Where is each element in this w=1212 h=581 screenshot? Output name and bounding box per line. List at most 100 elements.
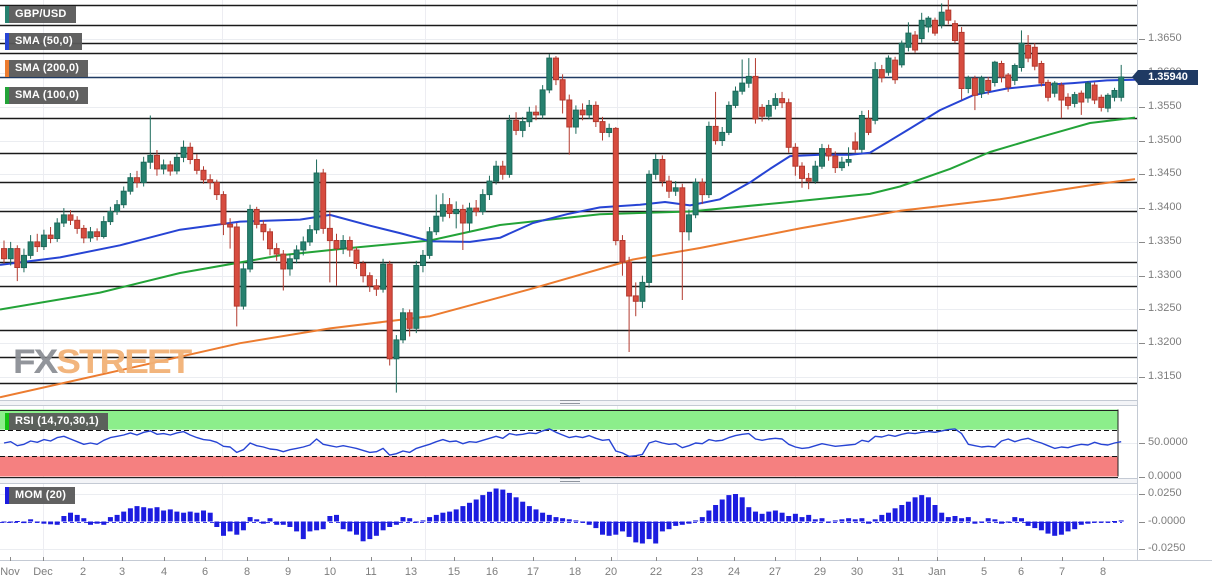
- mom-bar: [646, 521, 652, 540]
- time-axis-tick: [898, 557, 899, 561]
- candle: [1118, 76, 1125, 98]
- candle: [971, 77, 978, 96]
- mom-bar: [919, 495, 925, 522]
- candle: [220, 194, 227, 225]
- mom-bar: [846, 518, 852, 522]
- mom-bar: [653, 521, 659, 544]
- candlestick-pane[interactable]: [0, 0, 1137, 400]
- sma100-chip-label: SMA (100,0): [9, 87, 89, 104]
- mom-bar: [573, 520, 579, 522]
- mom-bar: [254, 519, 260, 522]
- mom-chip[interactable]: MOM (20): [5, 487, 76, 504]
- mom-bar: [1025, 521, 1031, 526]
- candle: [1085, 82, 1091, 99]
- time-axis-label: 8: [1099, 566, 1107, 578]
- rsi-pane[interactable]: [0, 406, 1137, 478]
- mom-bar: [280, 521, 286, 525]
- symbol-chip-color: [5, 6, 9, 23]
- mom-bar: [147, 508, 153, 522]
- candle: [792, 146, 799, 167]
- rsi-chip[interactable]: RSI (14,70,30,1): [5, 413, 108, 430]
- mom-bar: [1019, 518, 1024, 522]
- time-axis-label: 29: [813, 566, 827, 578]
- time-axis-tick: [164, 557, 165, 561]
- mom-bar: [945, 517, 951, 522]
- time-axis[interactable]: Nov Dec 2 3 4 6 8 9 10 11 13 15 16 17 18 20 22 23 24 27 29 30…: [0, 557, 1212, 581]
- mom-bar: [327, 516, 333, 522]
- time-axis-tick: [454, 557, 455, 561]
- candle: [905, 32, 912, 48]
- candle: [326, 227, 333, 242]
- candle: [1098, 96, 1105, 108]
- mom-bar: [34, 521, 40, 523]
- candle: [21, 254, 27, 269]
- candle: [985, 79, 992, 92]
- candle: [267, 231, 273, 250]
- mom-bar: [28, 519, 34, 522]
- mom-bar: [759, 513, 765, 522]
- candle: [932, 19, 938, 34]
- candle: [433, 215, 440, 233]
- candle: [213, 181, 220, 196]
- price-axis-label: 1.3500: [1148, 133, 1182, 146]
- sma50-chip-label: SMA (50,0): [9, 33, 82, 50]
- mom-bar: [420, 520, 426, 522]
- candle: [446, 204, 453, 214]
- mom-bar: [1092, 521, 1098, 523]
- mom-bar: [560, 518, 566, 522]
- mom-bar: [187, 511, 193, 522]
- time-axis-tick: [820, 557, 821, 561]
- candle: [127, 177, 134, 192]
- sma50-chip[interactable]: SMA (50,0): [5, 33, 82, 50]
- candle: [40, 234, 47, 248]
- candle: [1071, 94, 1078, 104]
- mom-bar: [546, 514, 552, 522]
- time-axis-tick: [43, 557, 44, 561]
- candle: [705, 125, 712, 196]
- candle: [632, 295, 639, 302]
- mom-bar: [307, 521, 313, 532]
- sma200-chip[interactable]: SMA (200,0): [5, 60, 89, 77]
- sma50-line: [0, 78, 1136, 266]
- mom-bar: [227, 521, 233, 532]
- momentum-pane[interactable]: [0, 484, 1137, 560]
- candle: [200, 169, 207, 181]
- candle: [286, 258, 293, 270]
- candle: [785, 102, 792, 148]
- mom-bar: [600, 521, 605, 535]
- time-axis-label: 18: [568, 566, 582, 578]
- sma100-chip-color: [5, 87, 9, 104]
- mom-bar: [779, 512, 785, 522]
- mom-bar: [959, 518, 965, 522]
- rsi-line: [3, 428, 1122, 458]
- symbol-chip[interactable]: GBP/USD: [5, 6, 76, 23]
- candle: [566, 99, 573, 128]
- mom-bar: [181, 512, 187, 522]
- candle: [779, 98, 786, 104]
- mom-bar: [1072, 521, 1078, 530]
- candle: [998, 63, 1005, 78]
- candle: [1025, 44, 1032, 59]
- candle: [539, 89, 546, 116]
- candle: [273, 248, 280, 255]
- candle: [7, 248, 14, 260]
- price-axis[interactable]: 1.36501.36001.35501.35001.34501.34001.33…: [1137, 0, 1212, 560]
- candle: [466, 207, 473, 224]
- candle: [892, 59, 899, 81]
- mom-bar: [992, 519, 998, 522]
- time-axis-tick: [697, 557, 698, 561]
- mom-bar: [127, 508, 133, 522]
- time-axis-label: 6: [1017, 566, 1025, 578]
- candle: [579, 109, 586, 116]
- sma100-chip[interactable]: SMA (100,0): [5, 87, 89, 104]
- mom-bar: [54, 521, 60, 525]
- candle: [1065, 96, 1071, 106]
- candle: [27, 241, 34, 256]
- candle: [247, 209, 254, 270]
- mom-bar: [620, 521, 625, 532]
- candle: [453, 209, 460, 215]
- mom-bar: [500, 489, 506, 522]
- mom-bar: [467, 502, 472, 522]
- mom-bar: [453, 509, 459, 522]
- symbol-chip-label: GBP/USD: [9, 6, 76, 23]
